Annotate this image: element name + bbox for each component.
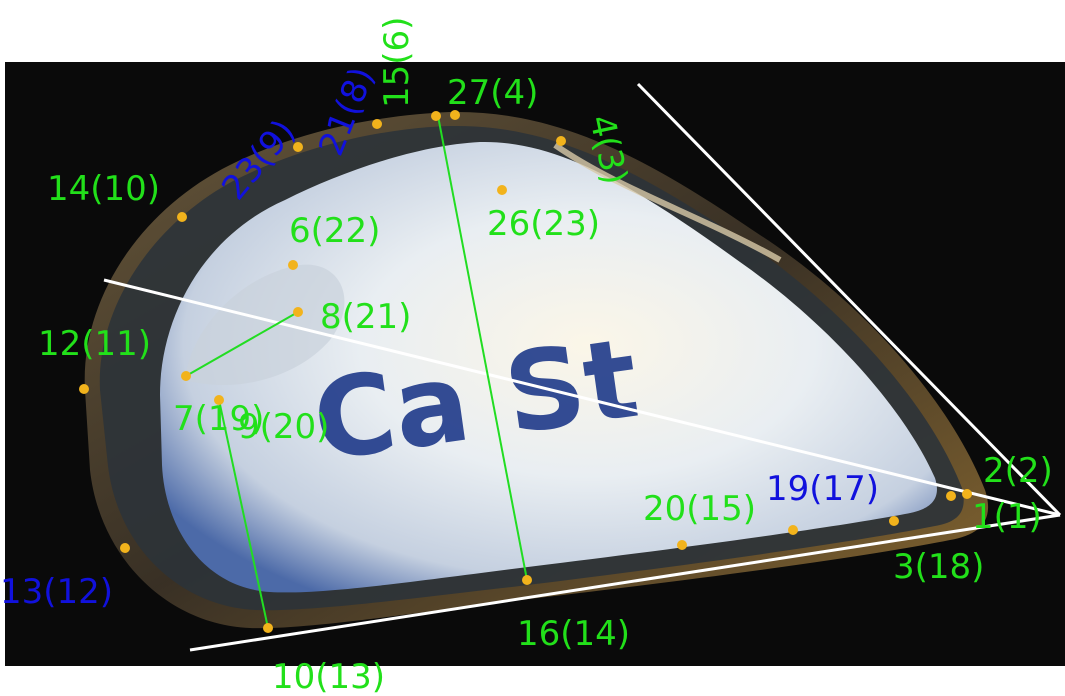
landmark-dot: [79, 384, 89, 394]
landmark-label: 10(13): [272, 657, 385, 696]
landmark-label: 3(18): [893, 547, 984, 587]
landmark-dot: [214, 395, 224, 405]
landmark-label: 12(11): [38, 324, 151, 364]
landmark-dot: [962, 489, 972, 499]
landmark-dot: [450, 110, 460, 120]
landmark-dot: [372, 119, 382, 129]
landmark-dot: [181, 371, 191, 381]
landmark-label: 13(12): [0, 572, 113, 612]
landmark-dot: [788, 525, 798, 535]
landmark-label: 2(2): [983, 451, 1053, 491]
landmark-dot: [889, 516, 899, 526]
landmark-label: 20(15): [643, 489, 756, 529]
guide-line-upper: [636, 82, 1062, 517]
landmark-dot: [556, 136, 566, 146]
landmark-label: 26(23): [487, 204, 600, 244]
landmark-dot: [677, 540, 687, 550]
shell-nacre-interior: [160, 141, 937, 593]
guide-line-lower: [189, 513, 1061, 652]
mussel-shell: Ca St: [84, 111, 989, 629]
landmark-dot: [263, 623, 273, 633]
guide-line-middle: [103, 278, 1061, 517]
landmark-label: 1(1): [972, 497, 1042, 537]
landmark-label: 16(14): [517, 614, 630, 654]
measure-line-9-10: [218, 399, 269, 629]
landmark-dot: [288, 260, 298, 270]
landmark-dot: [946, 491, 956, 501]
landmark-dot: [293, 142, 303, 152]
landmark-dot: [177, 212, 187, 222]
guide-lines: [103, 82, 1062, 652]
measure-line-8-7: [185, 311, 299, 377]
landmark-dot: [522, 575, 532, 585]
measure-line-27-16: [437, 115, 528, 581]
landmark-label: 7(19): [173, 399, 264, 439]
landmark-label: 14(10): [47, 169, 160, 209]
measurement-lines: [185, 115, 528, 629]
landmark-dot: [120, 543, 130, 553]
landmark-label: 6(22): [289, 211, 380, 251]
landmark-label: 8(21): [320, 297, 411, 337]
shell-hinge-ridge: [553, 142, 782, 263]
landmark-dot: [497, 185, 507, 195]
landmark-label: 27(4): [447, 73, 538, 113]
landmark-dot: [293, 307, 303, 317]
landmark-dot: [431, 111, 441, 121]
landmark-label: 19(17): [766, 469, 879, 509]
landmark-dots: [79, 110, 972, 633]
landmark-label: 15(6): [377, 17, 417, 108]
landmark-label: 9(20): [238, 407, 329, 447]
